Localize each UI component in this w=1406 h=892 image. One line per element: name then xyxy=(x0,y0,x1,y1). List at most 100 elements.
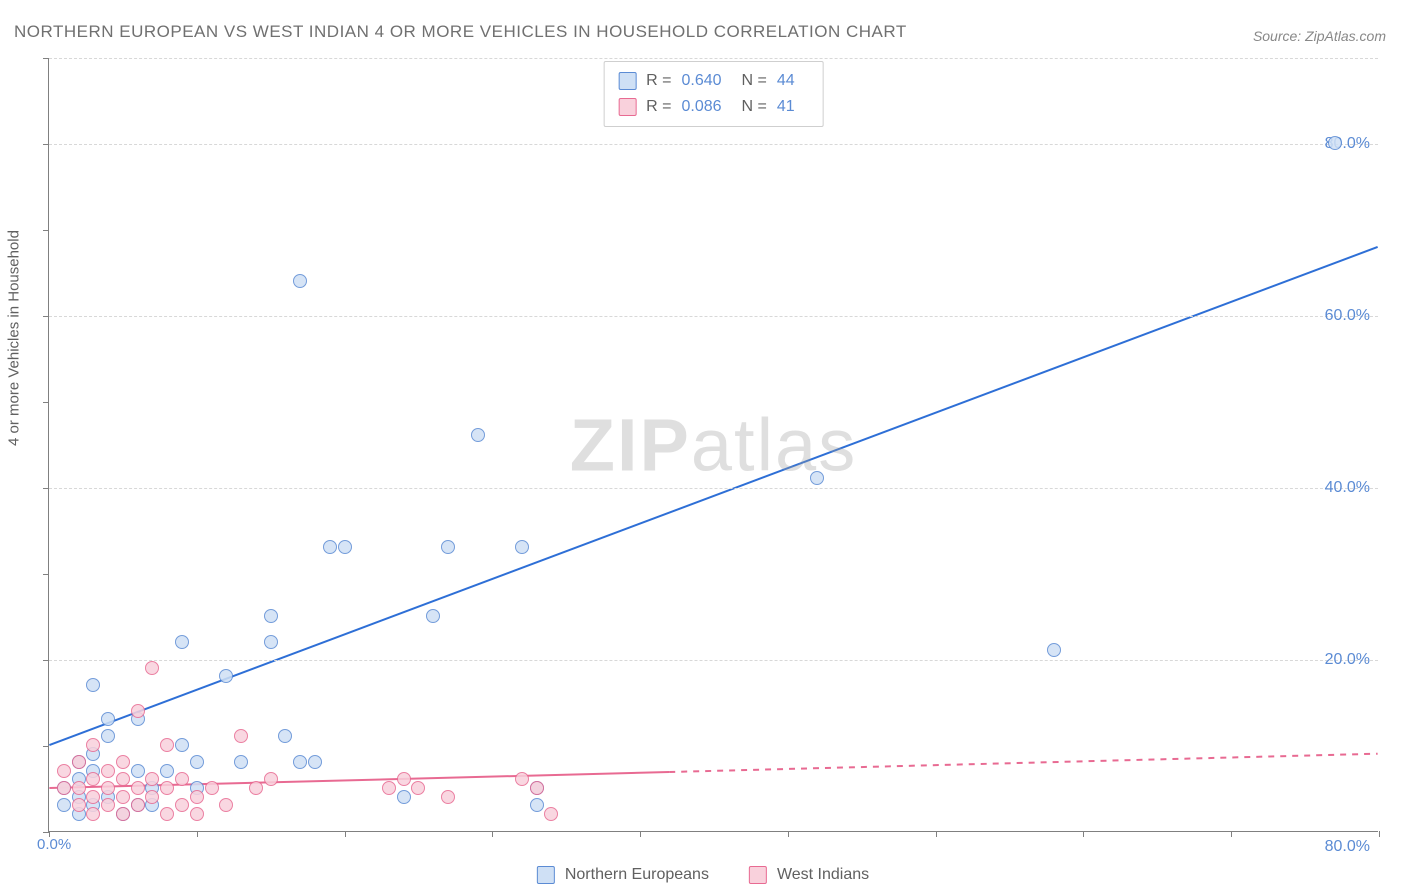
legend: Northern Europeans West Indians xyxy=(537,866,869,884)
watermark-bold: ZIP xyxy=(570,403,691,486)
scatter-point xyxy=(101,798,115,812)
scatter-point xyxy=(308,755,322,769)
y-tick xyxy=(43,660,49,661)
y-tick-label: 40.0% xyxy=(1325,479,1370,497)
scatter-point xyxy=(397,772,411,786)
scatter-point xyxy=(397,790,411,804)
stats-r-value: 0.086 xyxy=(682,94,732,120)
scatter-point xyxy=(323,540,337,554)
x-tick xyxy=(1083,831,1084,837)
scatter-point xyxy=(264,635,278,649)
y-tick xyxy=(43,58,49,59)
scatter-point xyxy=(145,661,159,675)
scatter-point xyxy=(205,781,219,795)
x-tick xyxy=(49,831,50,837)
stats-r-value: 0.640 xyxy=(682,68,732,94)
scatter-point xyxy=(382,781,396,795)
scatter-point xyxy=(57,798,71,812)
stats-n-value: 41 xyxy=(777,94,805,120)
scatter-point xyxy=(160,764,174,778)
scatter-point xyxy=(264,772,278,786)
y-tick xyxy=(43,230,49,231)
y-tick-label: 60.0% xyxy=(1325,307,1370,325)
scatter-point xyxy=(72,798,86,812)
scatter-point xyxy=(72,781,86,795)
scatter-point xyxy=(338,540,352,554)
legend-item: Northern Europeans xyxy=(537,866,709,884)
source-attribution: Source: ZipAtlas.com xyxy=(1253,28,1386,44)
scatter-point xyxy=(293,274,307,288)
scatter-point xyxy=(116,772,130,786)
gridline xyxy=(49,316,1378,317)
x-tick xyxy=(1231,831,1232,837)
scatter-point xyxy=(441,790,455,804)
stats-r-label: R = xyxy=(646,68,671,94)
y-tick-label: 20.0% xyxy=(1325,651,1370,669)
x-tick xyxy=(197,831,198,837)
scatter-point xyxy=(86,738,100,752)
stats-row: R = 0.640 N = 44 xyxy=(618,68,805,94)
scatter-point xyxy=(101,764,115,778)
y-tick xyxy=(43,144,49,145)
scatter-point xyxy=(234,755,248,769)
gridline xyxy=(49,660,1378,661)
stats-n-value: 44 xyxy=(777,68,805,94)
scatter-point xyxy=(116,807,130,821)
scatter-point xyxy=(131,798,145,812)
scatter-point xyxy=(219,669,233,683)
scatter-point xyxy=(471,428,485,442)
y-axis-label: 4 or more Vehicles in Household xyxy=(6,230,23,446)
legend-swatch xyxy=(749,866,767,884)
y-tick xyxy=(43,488,49,489)
stats-swatch xyxy=(618,72,636,90)
legend-item: West Indians xyxy=(749,866,869,884)
x-tick xyxy=(345,831,346,837)
stats-n-label: N = xyxy=(742,94,767,120)
x-axis-max-label: 80.0% xyxy=(1325,838,1370,856)
x-tick xyxy=(936,831,937,837)
y-tick xyxy=(43,402,49,403)
scatter-point xyxy=(160,807,174,821)
scatter-point xyxy=(1047,643,1061,657)
scatter-point xyxy=(515,540,529,554)
scatter-point xyxy=(530,781,544,795)
scatter-point xyxy=(530,798,544,812)
scatter-point xyxy=(426,609,440,623)
scatter-point xyxy=(101,781,115,795)
chart-title: NORTHERN EUROPEAN VS WEST INDIAN 4 OR MO… xyxy=(14,22,907,42)
scatter-point xyxy=(190,807,204,821)
scatter-point xyxy=(190,790,204,804)
gridline xyxy=(49,144,1378,145)
scatter-point xyxy=(145,790,159,804)
scatter-point xyxy=(544,807,558,821)
x-tick xyxy=(788,831,789,837)
scatter-point xyxy=(86,790,100,804)
scatter-point xyxy=(234,729,248,743)
scatter-point xyxy=(293,755,307,769)
stats-n-label: N = xyxy=(742,68,767,94)
trend-line xyxy=(49,247,1377,745)
scatter-point xyxy=(175,738,189,752)
scatter-point xyxy=(219,798,233,812)
plot-area: ZIPatlas R =0.640N =44R =0.086N =41 0.0%… xyxy=(48,58,1378,832)
x-tick xyxy=(492,831,493,837)
scatter-point xyxy=(131,764,145,778)
x-tick xyxy=(1379,831,1380,837)
scatter-point xyxy=(160,781,174,795)
scatter-point xyxy=(160,738,174,752)
scatter-point xyxy=(278,729,292,743)
scatter-point xyxy=(145,772,159,786)
scatter-point xyxy=(131,781,145,795)
scatter-point xyxy=(1328,136,1342,150)
gridline xyxy=(49,488,1378,489)
scatter-point xyxy=(264,609,278,623)
watermark-rest: atlas xyxy=(691,403,857,486)
y-tick xyxy=(43,746,49,747)
stats-swatch xyxy=(618,98,636,116)
scatter-point xyxy=(57,764,71,778)
stats-box: R = 0.640 N = 44R = 0.086 N = 41 xyxy=(603,61,824,127)
x-tick xyxy=(640,831,641,837)
x-axis-min-label: 0.0% xyxy=(37,836,71,853)
y-tick xyxy=(43,316,49,317)
legend-swatch xyxy=(537,866,555,884)
